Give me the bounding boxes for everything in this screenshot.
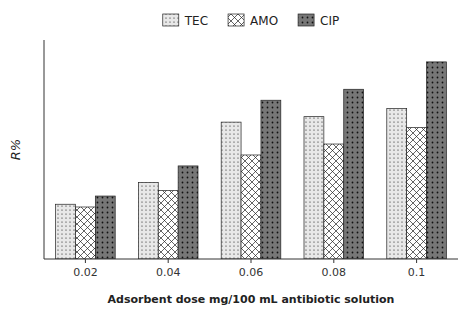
x-tick-label: 0.1 <box>408 266 426 279</box>
x-tick <box>416 259 417 263</box>
x-tick <box>85 259 86 263</box>
legend-label: CIP <box>320 14 339 28</box>
bar <box>178 166 198 259</box>
legend-swatch <box>298 14 314 26</box>
x-tick <box>251 259 252 263</box>
x-tick-label: 0.08 <box>322 266 347 279</box>
bar <box>221 122 241 259</box>
legend-label: TEC <box>184 14 208 28</box>
bar <box>427 62 447 259</box>
bar <box>56 204 76 259</box>
legend: TEC AMO CIP <box>163 14 339 28</box>
bar <box>261 100 281 259</box>
bar <box>324 144 344 259</box>
x-axis-label: Adsorbent dose mg/100 mL antibiotic solu… <box>108 293 395 306</box>
y-axis <box>44 40 45 259</box>
x-tick-label: 0.04 <box>156 266 181 279</box>
x-tick-label: 0.02 <box>73 266 98 279</box>
bar <box>158 191 178 259</box>
bars <box>56 62 447 259</box>
y-axis-label: R% <box>8 139 23 160</box>
chart: 0.02 0.04 0.06 0.08 0.1 Adsorbent dose mg/100… <box>0 0 470 317</box>
x-tick <box>168 259 169 263</box>
legend-label: AMO <box>250 14 278 28</box>
legend-swatch <box>163 14 179 26</box>
bar <box>304 117 324 259</box>
x-tick <box>333 259 334 263</box>
x-tick-label: 0.06 <box>239 266 264 279</box>
bar <box>75 207 95 259</box>
bar <box>95 196 115 259</box>
legend-swatch <box>228 14 244 26</box>
bar <box>387 108 407 259</box>
bar <box>138 182 158 259</box>
bar <box>407 128 427 259</box>
bar <box>241 155 261 259</box>
bar <box>344 89 364 259</box>
